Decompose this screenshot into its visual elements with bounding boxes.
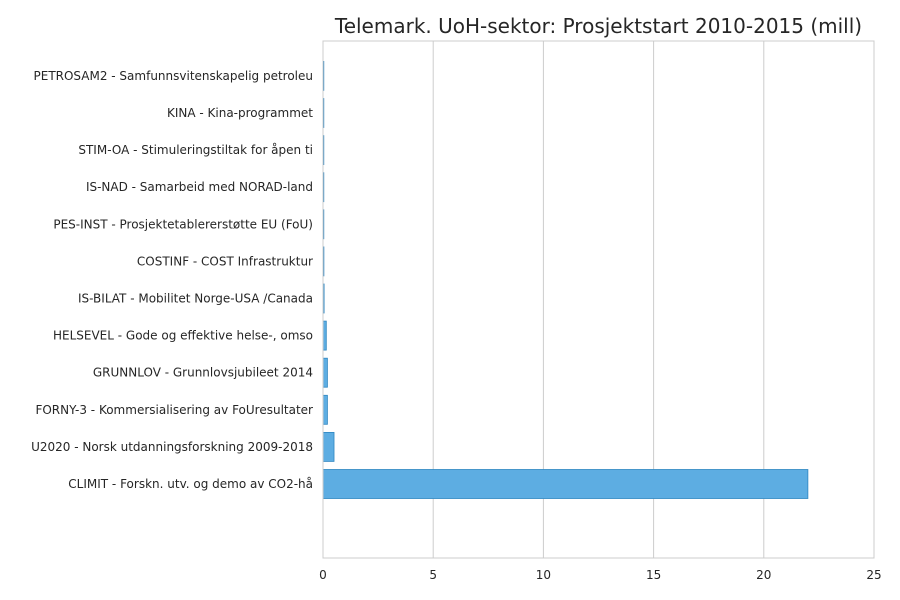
- bar: [322, 357, 328, 388]
- y-tick-label: COSTINF - COST Infrastruktur: [137, 254, 313, 268]
- y-tick-label: GRUNNLOV - Grunnlovsjubileet 2014: [93, 366, 313, 380]
- plot-frame: [322, 40, 875, 559]
- bar: [322, 394, 328, 425]
- y-tick-label: IS-NAD - Samarbeid med NORAD-land: [86, 180, 313, 194]
- x-tick-label: 20: [756, 568, 771, 582]
- y-tick-label: STIM-OA - Stimuleringstiltak for åpen ti: [78, 143, 313, 157]
- y-tick-label: CLIMIT - Forskn. utv. og demo av CO2-hå: [68, 477, 313, 491]
- x-tick-label: 10: [536, 568, 551, 582]
- y-tick-label: HELSEVEL - Gode og effektive helse-, oms…: [53, 329, 313, 343]
- y-tick-label: U2020 - Norsk utdanningsforskning 2009-2…: [31, 440, 313, 454]
- y-tick-labels: CLIMIT - Forskn. utv. og demo av CO2-hå U…: [31, 69, 313, 491]
- x-tick-label: 25: [866, 568, 881, 582]
- y-tick-label: PES-INST - Prosjektetablererstøtte EU (F…: [53, 217, 313, 231]
- y-tick-label: IS-BILAT - Mobilitet Norge-USA /Canada: [78, 292, 313, 306]
- chart-title: Telemark. UoH-sektor: Prosjektstart 2010…: [334, 14, 862, 38]
- y-tick-label: PETROSAM2 - Samfunnsvitenskapelig petrol…: [34, 69, 314, 83]
- x-tick-label: 15: [646, 568, 661, 582]
- y-tick-label: FORNY-3 - Kommersialisering av FoUresult…: [35, 403, 313, 417]
- bar: [322, 469, 809, 499]
- x-tick-labels: 0 5 10 15 20 25: [319, 568, 881, 582]
- x-tick-label: 0: [319, 568, 327, 582]
- bar: [322, 431, 335, 462]
- y-tick-label: KINA - Kina-programmet: [167, 106, 313, 120]
- x-tick-label: 5: [429, 568, 437, 582]
